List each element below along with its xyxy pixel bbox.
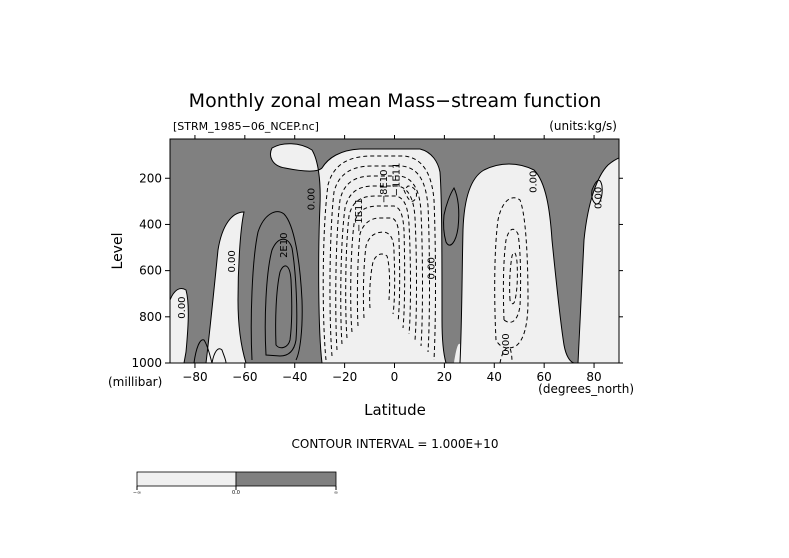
chart-title: Monthly zonal mean Mass−stream function (189, 90, 602, 112)
contour-neg-surface (499, 347, 513, 363)
y-tick-label: 800 (139, 310, 162, 324)
x-tick-label: −60 (232, 370, 257, 384)
contour-neg-6 (350, 205, 406, 333)
y-tick-label: 600 (139, 264, 162, 278)
y-units-label: (millibar) (108, 375, 162, 389)
contour-neg-3 (335, 175, 423, 351)
negative-region-south-tongue (206, 212, 246, 363)
source-file-label: [STRM_1985−06_NCEP.nc] (173, 120, 319, 133)
x-axis: −80 −60 −40 −20 0 20 40 60 80 (182, 135, 602, 384)
contour-label: 0.00 (227, 250, 238, 272)
contour-neg-8 (362, 231, 396, 319)
x-tick-label: 60 (537, 370, 552, 384)
zero-contour-north-polar (577, 157, 619, 363)
contour-label: −8E10 (379, 169, 390, 203)
contour-label: 0.00 (501, 333, 512, 355)
contour-label: 0.00 (307, 188, 318, 210)
contour-neg-4 (340, 185, 417, 345)
contour-south-2e10 (250, 211, 303, 361)
y-tick-label: 200 (139, 171, 162, 185)
legend-positive-swatch (235, 471, 337, 487)
contour-interval-label: CONTOUR INTERVAL = 1.000E+10 (292, 437, 499, 451)
contour-label: −1E11 (391, 163, 402, 197)
contour-neg-north-1 (494, 197, 529, 349)
negative-region-south-polar (170, 288, 189, 363)
x-tick-label: 20 (437, 370, 452, 384)
contour-south-4e10 (264, 238, 298, 357)
x-tick-label: 0 (391, 370, 399, 384)
zero-contours (170, 143, 619, 363)
contour-neg-2 (329, 165, 430, 357)
x-units-label: (degrees_north) (538, 382, 634, 396)
y-tick-label: 1000 (131, 356, 162, 370)
x-tick-label: −40 (282, 370, 307, 384)
legend-label-max: ∞ (334, 490, 338, 496)
y-axis-label: Level (110, 233, 126, 270)
plot-area (170, 139, 619, 363)
contour-neg-10 (403, 185, 417, 202)
contour-neg-7 (356, 217, 401, 327)
x-tick-label: 80 (586, 370, 601, 384)
contour-north-2e10 (443, 187, 460, 246)
zero-contour-south-polar (170, 287, 189, 363)
contour-label: 0.00 (177, 296, 188, 318)
units-label: (units:kg/s) (549, 119, 617, 133)
x-tick-label: −80 (182, 370, 207, 384)
legend-label-min: −∞ (133, 490, 141, 496)
contour-label: −1E11 (354, 198, 365, 232)
x-tick-label: −20 (332, 370, 357, 384)
zero-contour-north (459, 163, 575, 363)
shading-legend: −∞ 0.0 ∞ (133, 471, 338, 496)
contour-neg-north-2 (502, 228, 522, 323)
positive-contours (193, 179, 603, 363)
zero-contour-south-tongue (205, 211, 247, 363)
negative-contours (322, 155, 529, 363)
legend-label-zero: 0.0 (232, 490, 240, 496)
negative-region-surface-spot (454, 343, 461, 363)
contour-neg-1 (322, 155, 436, 361)
contour-neg-north-3 (509, 252, 518, 305)
contour-label: 0.00 (426, 257, 437, 279)
legend-negative-swatch (136, 471, 237, 487)
y-tick-label: 400 (139, 217, 162, 231)
zero-contour-central (270, 143, 447, 363)
x-axis-label: Latitude (364, 401, 426, 419)
contour-label: 0.00 (529, 171, 540, 193)
contour-neg-9 (369, 253, 391, 309)
y-axis: 200 400 600 800 1000 (131, 171, 623, 370)
contour-south-surface-2 (211, 348, 227, 363)
negative-region-north-polar (578, 158, 619, 363)
x-tick-label: 40 (487, 370, 502, 384)
contour-south-6e10 (275, 265, 293, 349)
contour-label: 0.00 (594, 187, 605, 209)
contour-label: 2E10 (279, 233, 290, 258)
contour-south-surface (193, 339, 213, 363)
